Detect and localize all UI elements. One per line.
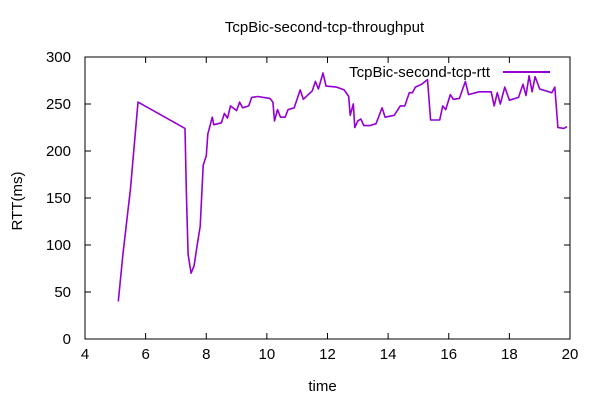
x-tick-label: 6 — [141, 346, 149, 363]
y-axis-label: RTT(ms) — [9, 172, 26, 231]
x-tick-label: 8 — [202, 346, 210, 363]
legend: TcpBic-second-tcp-rtt — [349, 64, 550, 81]
x-axis: 4 6 8 10 12 14 16 18 20 — [81, 57, 579, 363]
legend-label: TcpBic-second-tcp-rtt — [349, 64, 491, 81]
x-tick-label: 16 — [440, 346, 457, 363]
y-tick-label: 100 — [46, 237, 71, 254]
y-tick-label: 200 — [46, 143, 71, 160]
x-axis-label: time — [308, 378, 336, 395]
plot-frame — [84, 56, 571, 340]
x-tick-label: 20 — [562, 346, 579, 363]
x-tick-label: 14 — [380, 346, 397, 363]
y-axis: 0 50 100 150 200 250 300 — [46, 49, 570, 348]
y-tick-label: 50 — [54, 284, 71, 301]
x-tick-label: 4 — [81, 346, 89, 363]
y-tick-label: 150 — [46, 190, 71, 207]
series-layer — [117, 72, 568, 302]
y-tick-label: 300 — [46, 49, 71, 66]
y-tick-label: 0 — [63, 331, 71, 348]
x-tick-label: 10 — [259, 346, 276, 363]
series-line — [117, 72, 568, 302]
x-tick-label: 18 — [501, 346, 518, 363]
x-tick-label: 12 — [319, 346, 336, 363]
chart-title: TcpBic-second-tcp-throughput — [225, 19, 425, 36]
y-tick-label: 250 — [46, 96, 71, 113]
